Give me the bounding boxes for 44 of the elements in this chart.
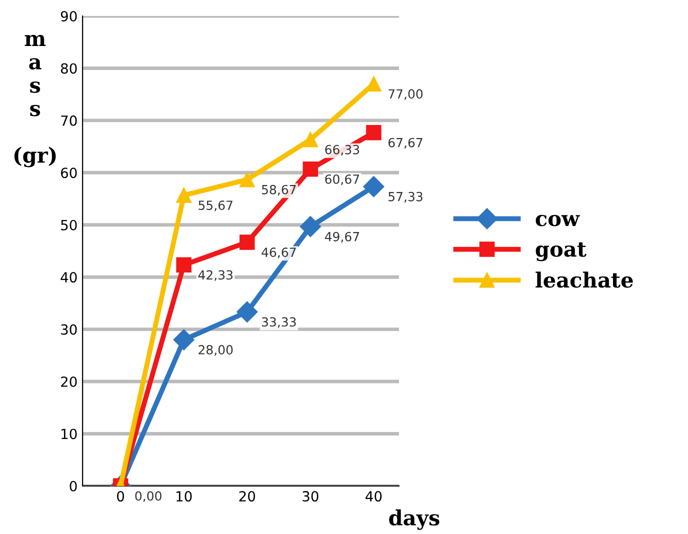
y-tick-label: 90 <box>60 10 77 22</box>
data-label: 57,33 <box>388 192 422 203</box>
point <box>302 162 318 177</box>
legend-label: leachate <box>536 272 633 288</box>
x-tick-label: 20 <box>239 491 256 502</box>
point <box>239 234 255 250</box>
data-label: 55,67 <box>198 200 232 212</box>
x-tick-label: 40 <box>366 491 382 502</box>
text: m a s s (gr) <box>14 34 56 168</box>
y-tick-label: 70 <box>61 115 77 126</box>
data-label: 46,67 <box>262 248 296 258</box>
data-label: 0,00 <box>135 491 162 502</box>
point <box>173 329 194 350</box>
y-tick-label: 40 <box>60 272 77 283</box>
y-tick-label: 80 <box>60 63 77 74</box>
data-label: 28,00 <box>198 345 233 356</box>
data-label: 60,67 <box>325 174 360 186</box>
y-tick-label: 10 <box>62 428 77 440</box>
point <box>300 216 321 238</box>
point <box>239 172 255 188</box>
point <box>302 132 318 148</box>
point <box>176 257 192 273</box>
y-tick-label: 50 <box>61 220 77 230</box>
legend-label: goat <box>536 242 586 262</box>
data-label: 66,33 <box>325 144 360 156</box>
point <box>366 124 382 140</box>
x-tick-label: 10 <box>176 491 192 502</box>
point <box>176 188 192 203</box>
data-label: 49,67 <box>324 232 360 243</box>
y-tick-label: 0 <box>70 480 77 492</box>
x-tick-label: 0 <box>117 491 124 502</box>
legend-label: cow <box>536 214 580 226</box>
data-label: 58,67 <box>262 184 296 196</box>
point <box>363 176 384 198</box>
x-axis-title: days <box>389 509 440 530</box>
data-label: 77,00 <box>388 89 423 100</box>
data-label: 67,67 <box>388 138 422 149</box>
y-tick-label: 30 <box>61 324 77 335</box>
x-tick-label: 30 <box>302 491 318 502</box>
y-tick-label: 60 <box>60 168 77 178</box>
data-label: 42,33 <box>198 270 233 281</box>
y-tick-label: 20 <box>61 376 77 387</box>
point <box>236 301 258 322</box>
data-label: 33,33 <box>262 317 296 328</box>
